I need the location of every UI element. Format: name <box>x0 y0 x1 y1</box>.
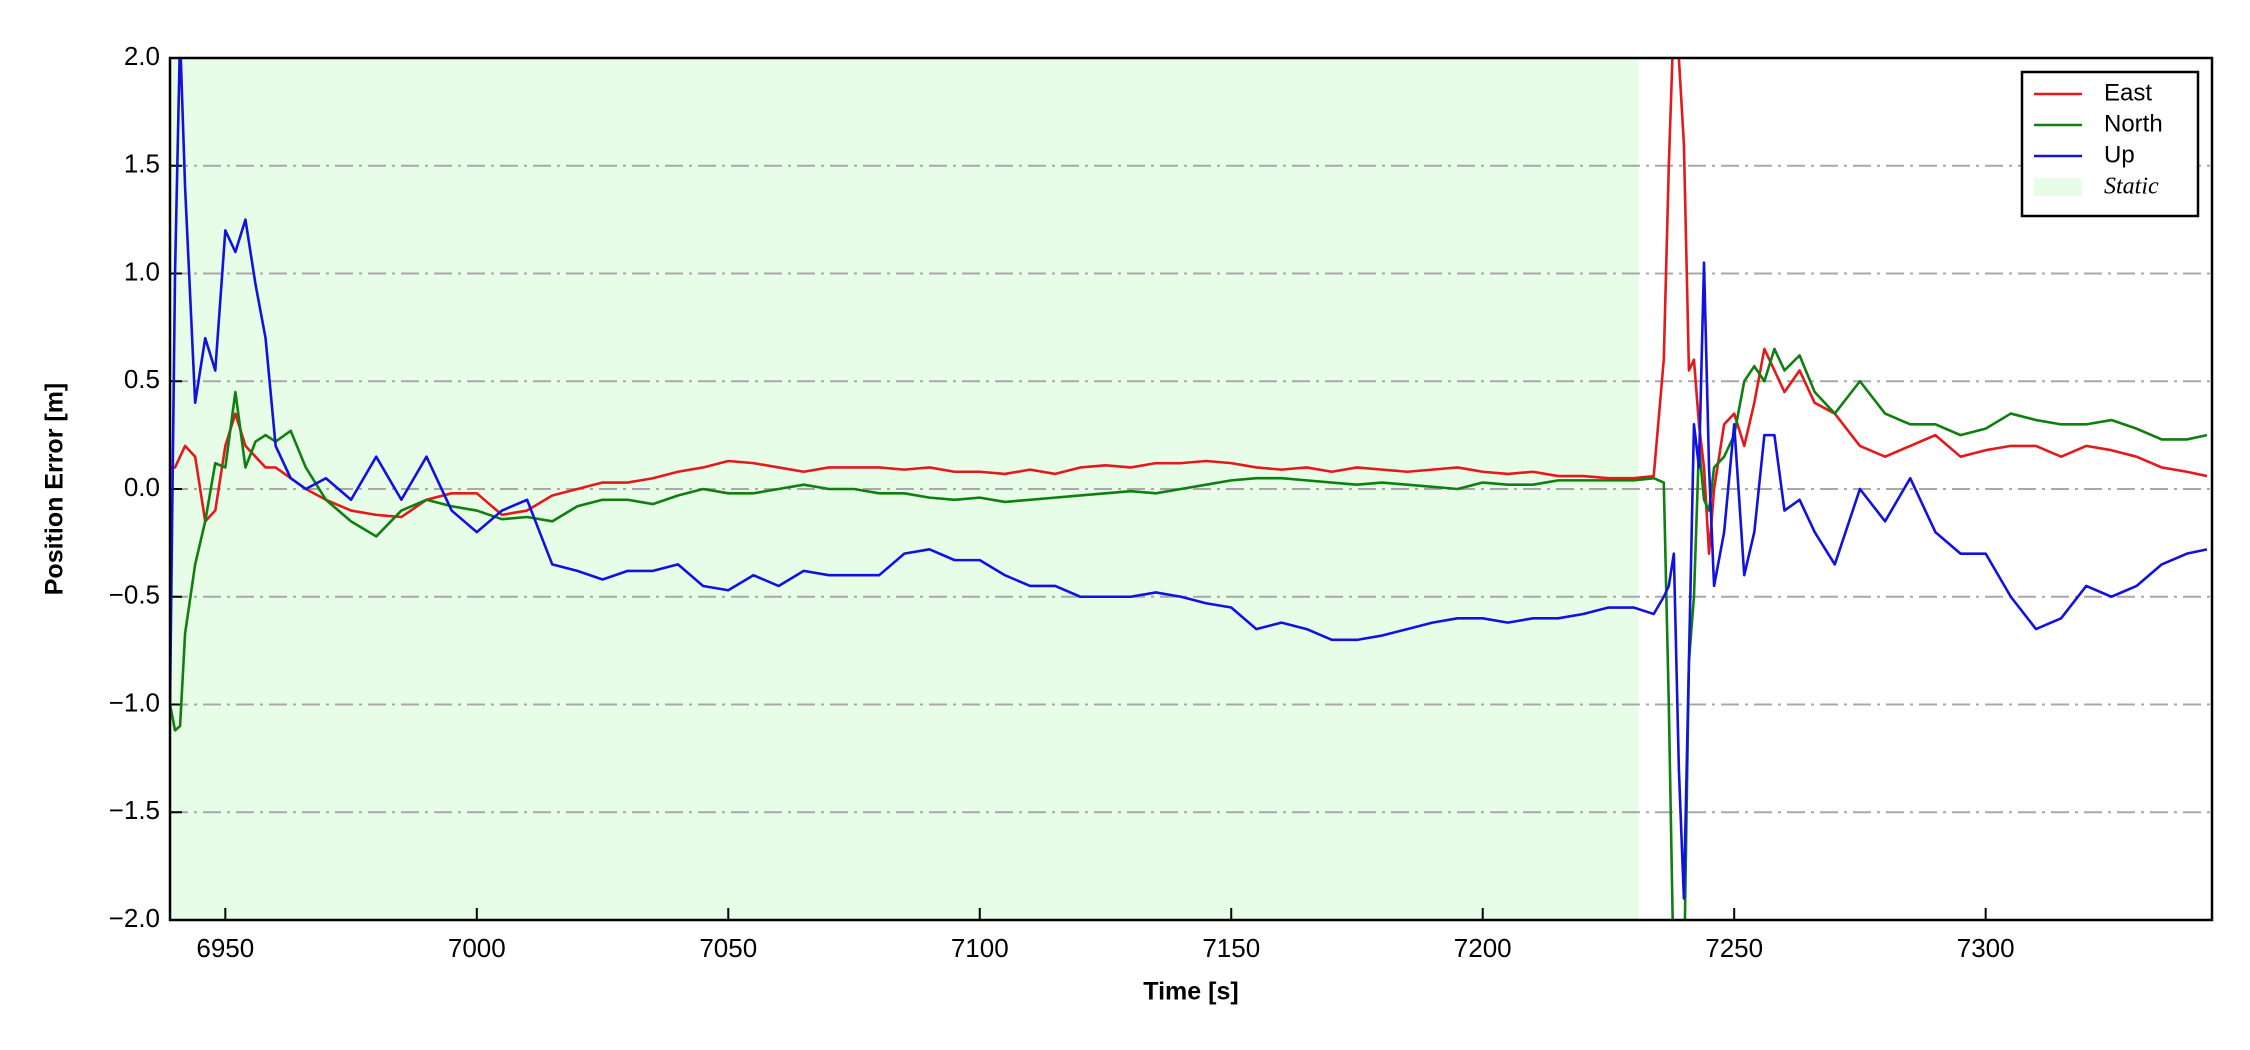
y-axis-label: Position Error [m] <box>41 383 69 596</box>
x-tick-label: 7250 <box>1705 933 1763 963</box>
x-tick-label: 7150 <box>1202 933 1260 963</box>
y-tick-label: −1.5 <box>109 795 160 825</box>
x-tick-label: 7050 <box>699 933 757 963</box>
x-tick-label: 7000 <box>448 933 506 963</box>
legend-swatch <box>2034 178 2082 196</box>
legend-label: East <box>2104 79 2152 106</box>
y-tick-label: 2.0 <box>124 41 160 71</box>
x-tick-label: 7300 <box>1957 933 2015 963</box>
y-tick-label: −2.0 <box>109 903 160 933</box>
x-tick-label: 7100 <box>951 933 1009 963</box>
legend-label: North <box>2104 110 2163 137</box>
y-tick-label: −0.5 <box>109 580 160 610</box>
y-tick-label: 1.5 <box>124 149 160 179</box>
x-tick-label: 6950 <box>196 933 254 963</box>
series-line <box>170 347 2208 920</box>
y-tick-label: 0.5 <box>124 364 160 394</box>
legend-label: Static <box>2104 174 2159 200</box>
y-tick-label: 1.0 <box>124 256 160 286</box>
x-axis-label: Time [s] <box>1143 978 1238 1006</box>
y-tick-label: 0.0 <box>124 472 160 502</box>
legend-label: Up <box>2104 141 2135 168</box>
y-tick-label: −1.0 <box>109 687 160 717</box>
series-line <box>170 58 2208 555</box>
x-tick-label: 7200 <box>1454 933 1512 963</box>
plot-frame <box>168 56 2214 922</box>
series-line <box>170 58 2208 900</box>
